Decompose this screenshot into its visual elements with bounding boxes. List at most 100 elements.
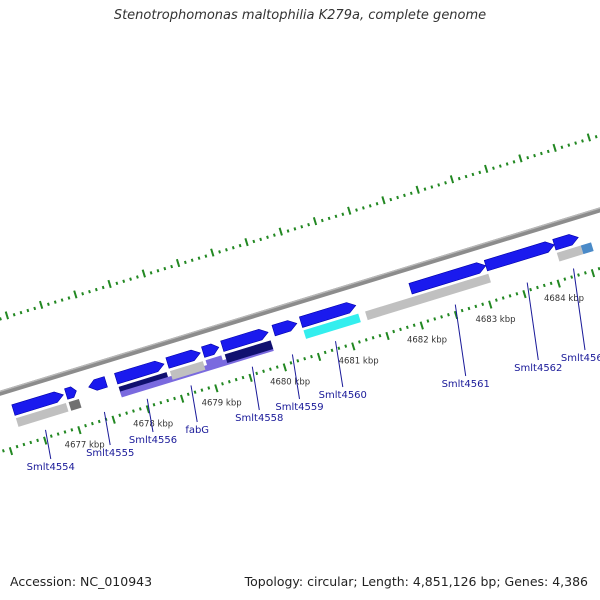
inner-major-tick [590,269,596,278]
cds-arrow [88,376,108,391]
cds-arrow [114,360,165,385]
outer-major-tick [38,300,44,310]
inner-minor-tick [405,325,409,330]
inner-major-tick [8,446,14,456]
gene-label: Smlt4561 [442,379,490,390]
gene-leader-line [291,354,300,400]
inner-major-tick [316,352,322,362]
outer-minor-tick [0,317,2,321]
outer-major-tick [4,311,10,320]
inner-minor-tick [275,365,279,369]
kbp-label-layer: 4677 kbp 4678 kbp 4679 kbp 4680 kbp 4681 kbp… [65,294,584,451]
cds-arrow [298,302,357,328]
inner-minor-tick [262,369,265,373]
inner-minor-tick [36,438,40,443]
outer-minor-tick [567,143,571,147]
gene-label: Smlt4555 [86,448,134,459]
outer-minor-tick [403,193,406,198]
outer-minor-tick [266,235,269,239]
inner-major-tick [385,331,390,341]
inner-minor-tick [330,348,334,353]
inner-minor-tick [583,271,587,275]
inner-minor-tick [227,380,231,384]
outer-minor-tick [225,248,228,252]
outer-major-tick [484,164,489,173]
outer-major-tick [518,154,523,163]
inner-minor-tick [296,359,300,363]
outer-major-tick [278,227,283,236]
cds-arrow [483,241,555,272]
inner-minor-tick [508,294,512,298]
cog-layer [15,242,594,427]
outer-minor-tick [423,187,427,191]
outer-minor-tick [327,216,331,221]
inner-minor-tick [570,275,574,279]
outer-minor-tick [320,218,324,223]
outer-minor-tick [204,254,208,258]
inner-minor-tick [440,315,443,319]
outer-minor-tick [533,153,536,158]
outer-minor-tick [375,202,379,206]
inner-minor-tick [90,421,94,426]
outer-minor-tick [478,170,482,175]
inner-minor-tick [515,292,519,296]
outer-minor-tick [122,279,126,283]
inner-major-tick [214,384,219,393]
gene-leader-line [251,366,260,411]
cog-segment [15,402,69,427]
gene-label-layer: Smlt4554Smlt4555Smlt4556fabGSmlt4558Smlt… [27,268,600,473]
inner-minor-tick [269,367,272,371]
outer-minor-tick [409,191,413,196]
outer-minor-tick [396,195,400,200]
inner-major-tick [522,289,527,299]
outer-minor-tick [67,296,71,300]
cds-arrow [64,386,77,400]
kbp-label: 4678 kbp [133,420,173,430]
inner-minor-tick [70,428,74,432]
inner-minor-tick [494,298,498,302]
inner-minor-tick [193,390,197,394]
outer-minor-tick [190,258,194,263]
inner-minor-tick [234,377,238,382]
outer-major-tick [312,217,318,226]
inner-minor-tick [412,323,416,327]
inner-minor-tick [426,319,430,323]
kbp-label: 4682 kbp [407,336,447,346]
outer-minor-tick [19,310,23,315]
inner-minor-tick [447,313,450,317]
inner-minor-tick [378,333,382,338]
gene-label: Smlt4554 [27,462,75,473]
kbp-label: 4677 kbp [65,440,105,450]
outer-minor-tick [136,275,139,279]
outer-minor-tick [560,145,564,149]
outer-minor-tick [272,233,276,237]
outer-major-tick [449,175,455,184]
outer-major-tick [347,206,352,215]
outer-minor-tick [457,176,461,181]
inner-minor-tick [241,375,245,380]
outer-major-tick [73,290,78,299]
inner-minor-tick [536,285,539,290]
inner-minor-tick [15,444,19,449]
outer-minor-tick [355,208,358,212]
inner-major-tick [77,426,82,435]
gene-leader-line [573,268,586,351]
inner-minor-tick [529,287,532,292]
outer-minor-tick [170,264,174,269]
inner-minor-tick [481,302,485,307]
outer-minor-tick [574,141,578,145]
outer-minor-tick [81,292,85,296]
outer-minor-tick [231,245,235,250]
inner-minor-tick [563,277,567,281]
inner-minor-tick [460,308,464,313]
outer-minor-tick [361,206,365,210]
outer-minor-tick [430,185,434,189]
outer-major-tick [107,279,112,289]
inner-major-tick [43,436,48,445]
outer-minor-tick [498,164,502,168]
outer-minor-tick [163,266,167,271]
gene-leader-line [146,398,154,433]
map-title: Stenotrophomonas maltophilia K279a, comp… [113,8,487,23]
outer-minor-tick [218,250,221,254]
inner-minor-tick [371,336,375,340]
